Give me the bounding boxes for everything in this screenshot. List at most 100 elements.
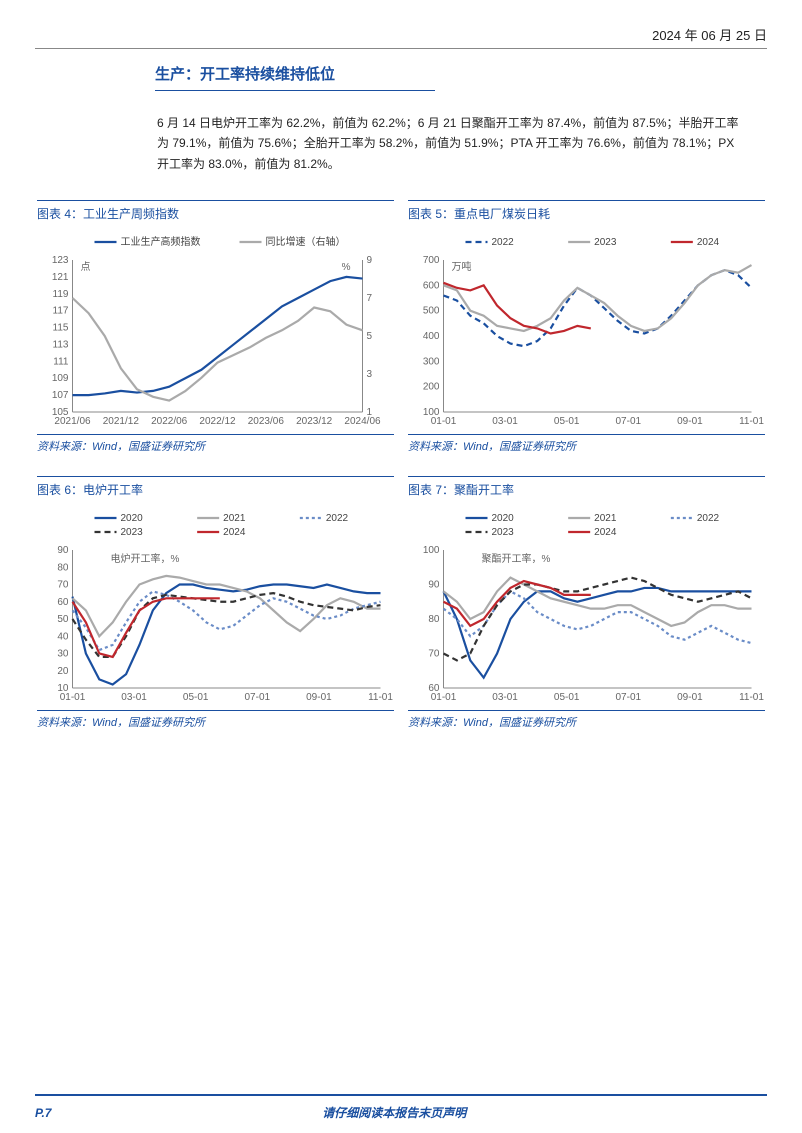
- chart-4-source: 资料来源：Wind，国盛证券研究所: [37, 434, 394, 454]
- chart-6-cell: 图表 6：电炉开工率 20202021202220232024102030405…: [37, 476, 394, 730]
- svg-text:09-01: 09-01: [677, 416, 703, 427]
- svg-text:2024: 2024: [223, 527, 246, 538]
- svg-text:7: 7: [367, 293, 373, 304]
- chart-4-cell: 图表 4：工业生产周频指数 工业生产高频指数同比增速（右轴）1051071091…: [37, 200, 394, 454]
- svg-text:100: 100: [423, 545, 440, 556]
- svg-text:90: 90: [428, 580, 440, 591]
- svg-text:09-01: 09-01: [306, 692, 332, 703]
- svg-text:2022: 2022: [697, 513, 720, 524]
- svg-text:2023: 2023: [121, 527, 144, 538]
- chart-6-caption: 图表 6：电炉开工率: [37, 476, 394, 504]
- svg-text:01-01: 01-01: [431, 692, 457, 703]
- svg-text:2023/06: 2023/06: [248, 416, 285, 427]
- svg-text:109: 109: [52, 373, 69, 384]
- svg-text:电炉开工率，%: 电炉开工率，%: [111, 552, 180, 565]
- svg-text:%: %: [342, 262, 351, 273]
- svg-text:03-01: 03-01: [121, 692, 147, 703]
- svg-text:200: 200: [423, 382, 440, 393]
- svg-text:2020: 2020: [492, 513, 515, 524]
- svg-text:2024/06: 2024/06: [344, 416, 381, 427]
- chart-grid: 图表 4：工业生产周频指数 工业生产高频指数同比增速（右轴）1051071091…: [37, 200, 765, 730]
- svg-text:点: 点: [81, 261, 91, 273]
- svg-text:400: 400: [423, 331, 440, 342]
- svg-text:11-01: 11-01: [739, 692, 764, 703]
- svg-text:2023: 2023: [594, 237, 617, 248]
- svg-text:2022/12: 2022/12: [199, 416, 236, 427]
- section-title: 生产：开工率持续维持低位: [155, 63, 767, 84]
- svg-text:03-01: 03-01: [492, 692, 518, 703]
- svg-text:2020: 2020: [121, 513, 144, 524]
- svg-text:07-01: 07-01: [616, 692, 642, 703]
- svg-text:90: 90: [57, 545, 69, 556]
- svg-text:01-01: 01-01: [431, 416, 457, 427]
- svg-text:2022: 2022: [492, 237, 515, 248]
- chart-5-source: 资料来源：Wind，国盛证券研究所: [408, 434, 765, 454]
- svg-text:50: 50: [57, 614, 69, 625]
- svg-text:2022: 2022: [326, 513, 349, 524]
- svg-text:9: 9: [367, 255, 373, 266]
- svg-text:600: 600: [423, 281, 440, 292]
- svg-text:123: 123: [52, 255, 69, 266]
- svg-text:70: 70: [57, 580, 69, 591]
- svg-text:117: 117: [53, 306, 69, 317]
- svg-text:2021: 2021: [223, 513, 246, 524]
- svg-text:80: 80: [428, 614, 440, 625]
- svg-text:40: 40: [57, 631, 69, 642]
- svg-text:11-01: 11-01: [739, 416, 764, 427]
- chart-4-caption: 图表 4：工业生产周频指数: [37, 200, 394, 228]
- chart-6-svg: 20202021202220232024102030405060708090电炉…: [37, 508, 394, 708]
- svg-text:2022/06: 2022/06: [151, 416, 188, 427]
- svg-text:09-01: 09-01: [677, 692, 703, 703]
- chart-7-source: 资料来源：Wind，国盛证券研究所: [408, 710, 765, 730]
- svg-text:30: 30: [57, 649, 69, 660]
- svg-text:2023: 2023: [492, 527, 515, 538]
- svg-text:万吨: 万吨: [452, 260, 472, 273]
- svg-text:2024: 2024: [697, 237, 720, 248]
- svg-text:05-01: 05-01: [554, 416, 580, 427]
- svg-text:03-01: 03-01: [492, 416, 518, 427]
- chart-5-caption: 图表 5：重点电厂煤炭日耗: [408, 200, 765, 228]
- chart-6: 20202021202220232024102030405060708090电炉…: [37, 508, 394, 708]
- chart-5-svg: 202220232024100200300400500600700万吨01-01…: [408, 232, 765, 432]
- footer-disclaimer: 请仔细阅读本报告末页声明: [322, 1104, 466, 1121]
- svg-text:07-01: 07-01: [616, 416, 642, 427]
- svg-text:300: 300: [423, 357, 440, 368]
- svg-text:2024: 2024: [594, 527, 617, 538]
- svg-text:07-01: 07-01: [245, 692, 271, 703]
- report-date: 2024 年 06 月 25 日: [35, 25, 767, 44]
- svg-text:2021/06: 2021/06: [54, 416, 91, 427]
- section-paragraph: 6 月 14 日电炉开工率为 62.2%，前值为 62.2%；6 月 21 日聚…: [157, 113, 747, 174]
- svg-text:80: 80: [57, 562, 69, 573]
- chart-6-source: 资料来源：Wind，国盛证券研究所: [37, 710, 394, 730]
- chart-4-svg: 工业生产高频指数同比增速（右轴）105107109111113115117119…: [37, 232, 394, 432]
- chart-7-caption: 图表 7：聚酯开工率: [408, 476, 765, 504]
- title-underline: [155, 90, 435, 91]
- svg-text:115: 115: [53, 323, 69, 334]
- header-rule: [35, 48, 767, 49]
- svg-text:500: 500: [423, 306, 440, 317]
- footer: P.7 请仔细阅读本报告末页声明: [35, 1090, 767, 1121]
- chart-7-cell: 图表 7：聚酯开工率 20202021202220232024607080901…: [408, 476, 765, 730]
- svg-text:01-01: 01-01: [60, 692, 86, 703]
- svg-text:107: 107: [52, 390, 69, 401]
- page-number: P.7: [35, 1106, 51, 1120]
- svg-text:同比增速（右轴）: 同比增速（右轴）: [266, 235, 346, 248]
- svg-text:聚酯开工率，%: 聚酯开工率，%: [482, 552, 551, 565]
- svg-text:111: 111: [53, 357, 69, 368]
- svg-text:3: 3: [367, 369, 373, 380]
- chart-7-svg: 2020202120222023202460708090100聚酯开工率，%01…: [408, 508, 765, 708]
- svg-text:05-01: 05-01: [183, 692, 209, 703]
- svg-text:70: 70: [428, 649, 440, 660]
- svg-text:119: 119: [53, 289, 69, 300]
- svg-text:121: 121: [52, 272, 69, 283]
- footer-rule: [35, 1093, 767, 1097]
- chart-5-cell: 图表 5：重点电厂煤炭日耗 20222023202410020030040050…: [408, 200, 765, 454]
- chart-4: 工业生产高频指数同比增速（右轴）105107109111113115117119…: [37, 232, 394, 432]
- svg-text:2021: 2021: [594, 513, 617, 524]
- svg-text:工业生产高频指数: 工业生产高频指数: [121, 235, 201, 248]
- svg-text:700: 700: [423, 255, 440, 266]
- svg-text:05-01: 05-01: [554, 692, 580, 703]
- svg-text:11-01: 11-01: [368, 692, 393, 703]
- chart-5: 202220232024100200300400500600700万吨01-01…: [408, 232, 765, 432]
- svg-text:2023/12: 2023/12: [296, 416, 333, 427]
